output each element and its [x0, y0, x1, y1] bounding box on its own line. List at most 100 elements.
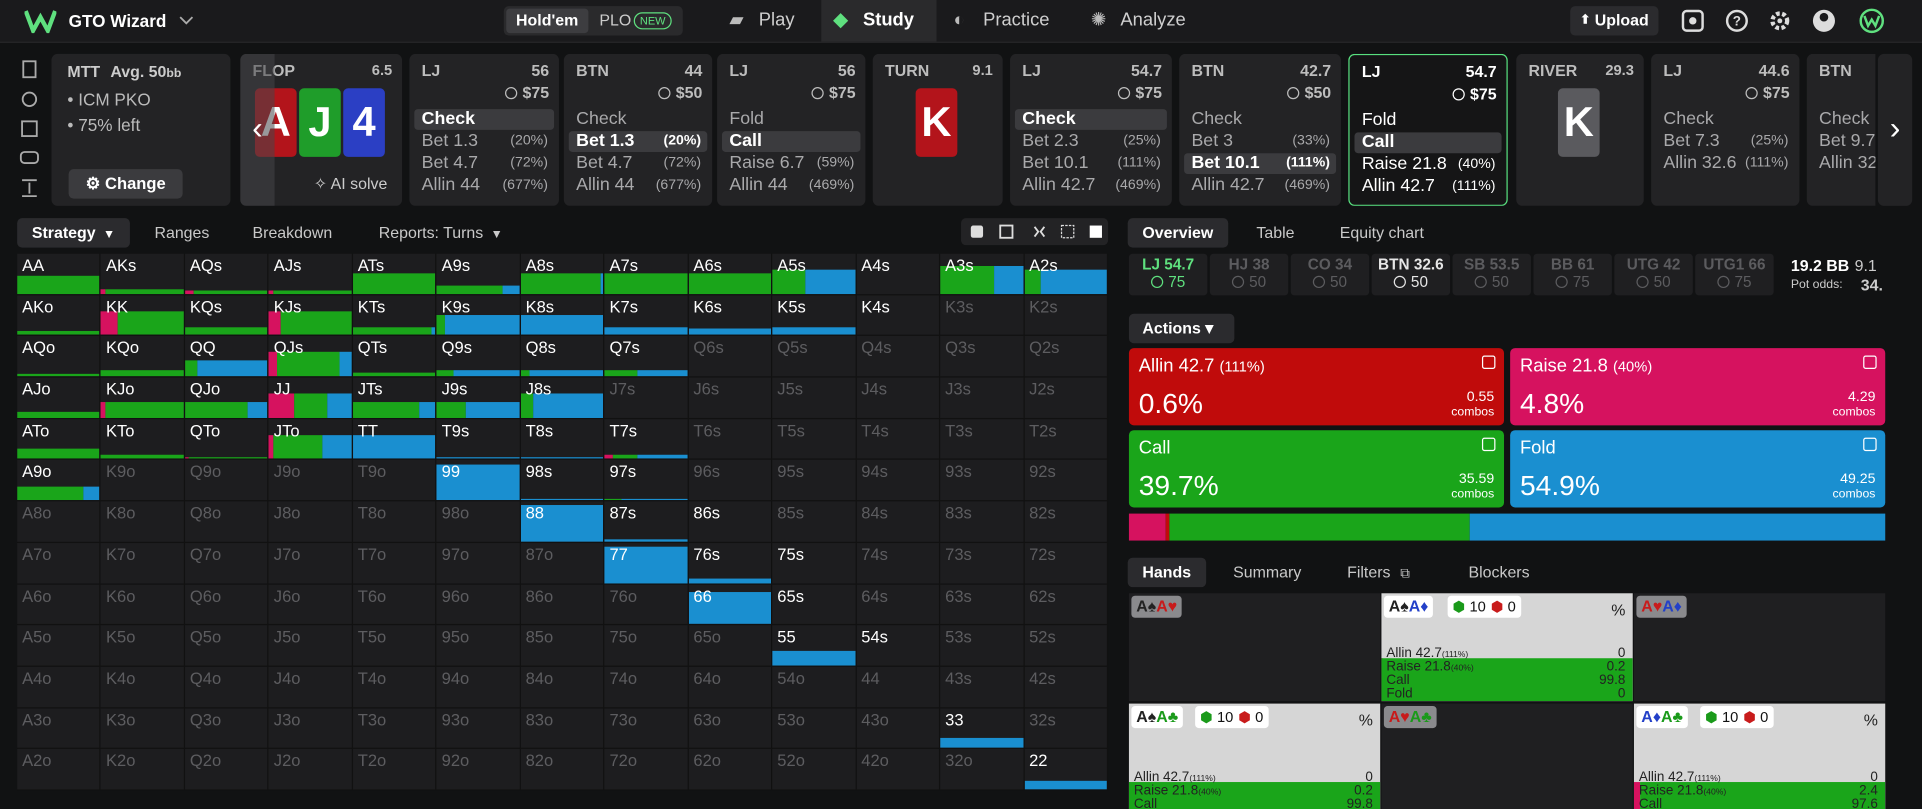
hand-tab[interactable]: Summary [1218, 558, 1316, 587]
hand-cell[interactable]: KK [101, 295, 184, 336]
hand-cell[interactable]: A5o [17, 625, 100, 666]
hand-cell[interactable]: T8s [520, 418, 604, 459]
hand-cell[interactable]: K8s [520, 295, 604, 336]
hand-tab[interactable]: Hands [1127, 557, 1206, 588]
hand-cell[interactable]: 96o [436, 584, 520, 625]
action-option[interactable]: Allin 32.6 [1812, 153, 1875, 174]
hand-cell[interactable]: 42o [856, 749, 940, 790]
hand-cell[interactable]: J7s [604, 377, 688, 418]
player-box[interactable]: BTN 32.6 50 [1371, 253, 1451, 296]
action-option[interactable]: Check [1014, 109, 1167, 130]
hand-cell[interactable]: J5o [268, 625, 352, 666]
action-option[interactable]: Bet 7.3 (25%) [1656, 131, 1795, 152]
hand-cell[interactable]: 76o [604, 584, 688, 625]
hand-cell[interactable]: 83o [520, 708, 604, 749]
upload-button[interactable]: Upload ⬆ [1570, 6, 1659, 36]
game-option[interactable]: PLO [599, 11, 632, 30]
hand-cell[interactable]: Q2o [184, 749, 268, 790]
action-option[interactable]: Check [414, 109, 555, 130]
action-option[interactable]: Raise 6.7 (59%) [722, 153, 861, 174]
hand-cell[interactable]: J9s [436, 377, 520, 418]
right-tab[interactable]: Table [1242, 218, 1310, 247]
hand-cell[interactable]: J8s [520, 377, 604, 418]
hand-cell[interactable]: Q8s [520, 336, 604, 377]
hand-cell[interactable]: J2s [1024, 377, 1107, 418]
hand-cell[interactable]: AA [17, 253, 100, 294]
action-option[interactable]: Bet 3 (33%) [1184, 131, 1336, 152]
player-box[interactable]: HJ 38 50 [1209, 253, 1289, 296]
hand-cell[interactable]: Q7o [184, 542, 268, 583]
hand-cell[interactable]: Q9s [436, 336, 520, 377]
hand-cell[interactable]: 76s [688, 542, 772, 583]
hand-cell[interactable]: K9o [101, 460, 184, 501]
hand-cell[interactable]: QJs [268, 336, 352, 377]
action-option[interactable]: Bet 4.7 (72%) [569, 153, 708, 174]
hand-cell[interactable]: A5s [772, 253, 856, 294]
hand-cell[interactable]: 84o [520, 666, 604, 707]
hand-cell[interactable]: 98o [436, 501, 520, 542]
game-option[interactable]: Hold'em [506, 8, 589, 34]
hand-cell[interactable]: KJs [268, 295, 352, 336]
player-column[interactable]: LJ 56 $75 Check Bet 1.3 (20%) Bet 4.7 (72%) Alli… [409, 53, 559, 206]
hand-cell[interactable]: T5o [352, 625, 436, 666]
hand-cell[interactable]: 86s [688, 501, 772, 542]
action-option[interactable]: Check [1812, 109, 1876, 130]
action-option[interactable]: Fold [722, 109, 861, 130]
hand-cell[interactable]: AKo [17, 295, 100, 336]
hand-cell[interactable]: AJs [268, 253, 352, 294]
hand-cell[interactable]: K2s [1024, 295, 1107, 336]
action-option[interactable]: Allin 44 (469%) [722, 175, 861, 196]
nav-link[interactable]: ✺ Analyze [1079, 0, 1202, 42]
action-option[interactable]: Call [1354, 132, 1502, 154]
hand-cell[interactable]: Q9o [184, 460, 268, 501]
hand-cell[interactable]: Q7s [604, 336, 688, 377]
action-option[interactable]: Allin 42.7 (111%) [1354, 177, 1501, 198]
nav-link[interactable]: ◆ Study [821, 0, 937, 42]
action-option[interactable]: Bet 2.3 (25%) [1015, 131, 1167, 152]
scroll-left[interactable]: ‹ [240, 53, 275, 206]
actions-dropdown[interactable]: Actions ▾ [1128, 313, 1235, 344]
hand-cell[interactable]: 84s [856, 501, 940, 542]
hand-cell[interactable]: JTo [268, 418, 352, 459]
hand-cell[interactable]: J7o [268, 542, 352, 583]
hand-cell[interactable]: A9s [436, 253, 520, 294]
action-option[interactable]: Bet 10.1 (111%) [1184, 153, 1337, 175]
action-option[interactable]: Allin 44 (677%) [414, 175, 554, 196]
player-box[interactable]: UTG1 66 75 [1695, 253, 1774, 296]
hand-cell[interactable]: Q3o [184, 708, 268, 749]
player-column[interactable]: LJ 44.6 $75 Check Bet 7.3 (25%) Allin 32.6 (111… [1651, 53, 1800, 206]
player-box[interactable]: SB 53.5 50 [1452, 253, 1531, 296]
hand-cell[interactable]: Q8o [184, 501, 268, 542]
hand-cell[interactable]: 32o [940, 749, 1023, 790]
hand-cell[interactable]: Q3s [940, 336, 1023, 377]
hand-cell[interactable]: JJ [268, 377, 352, 418]
hand-cell[interactable]: 62s [1024, 584, 1107, 625]
action-option[interactable]: Call [721, 131, 861, 152]
hand-cell[interactable]: 72o [604, 749, 688, 790]
hand-cell[interactable]: Q2s [1024, 336, 1107, 377]
hand-cell[interactable]: J2o [268, 749, 352, 790]
hand-cell[interactable]: A3o [17, 708, 100, 749]
hand-combo[interactable]: A♠A♣ ⬢ 10 ⬢ 0% Allin 42.7(111%) 0 Raise 21.8(… [1128, 703, 1381, 809]
hand-cell[interactable]: AJo [17, 377, 100, 418]
hand-cell[interactable]: A8s [520, 253, 604, 294]
hand-cell[interactable]: 92o [436, 749, 520, 790]
hand-cell[interactable]: K2o [101, 749, 184, 790]
hand-cell[interactable]: 65s [772, 584, 856, 625]
hand-cell[interactable]: 54o [772, 666, 856, 707]
hand-cell[interactable]: T7s [604, 418, 688, 459]
hand-cell[interactable]: ATs [352, 253, 436, 294]
hand-combo[interactable]: A♥A♦ [1633, 593, 1886, 702]
hand-cell[interactable]: T6s [688, 418, 772, 459]
hand-cell[interactable]: A8o [17, 501, 100, 542]
player-column[interactable]: BTN 42.7 $50 Check Bet 3 (33%) Bet 10.1 (111%) A… [1179, 53, 1341, 206]
hand-cell[interactable]: TT [352, 418, 436, 459]
player-column[interactable]: LJ 54.7 $75 Fold Call Raise 21.8 (40%) Allin 42… [1348, 53, 1508, 206]
hand-cell[interactable]: KQs [184, 295, 268, 336]
hand-cell[interactable]: 43s [940, 666, 1023, 707]
hand-cell[interactable]: T7o [352, 542, 436, 583]
hand-cell[interactable]: 83s [940, 501, 1023, 542]
action-option[interactable]: Fold [1354, 110, 1501, 131]
hand-cell[interactable]: J4s [856, 377, 940, 418]
nav-link[interactable]: ◐ Practice [941, 0, 1064, 42]
